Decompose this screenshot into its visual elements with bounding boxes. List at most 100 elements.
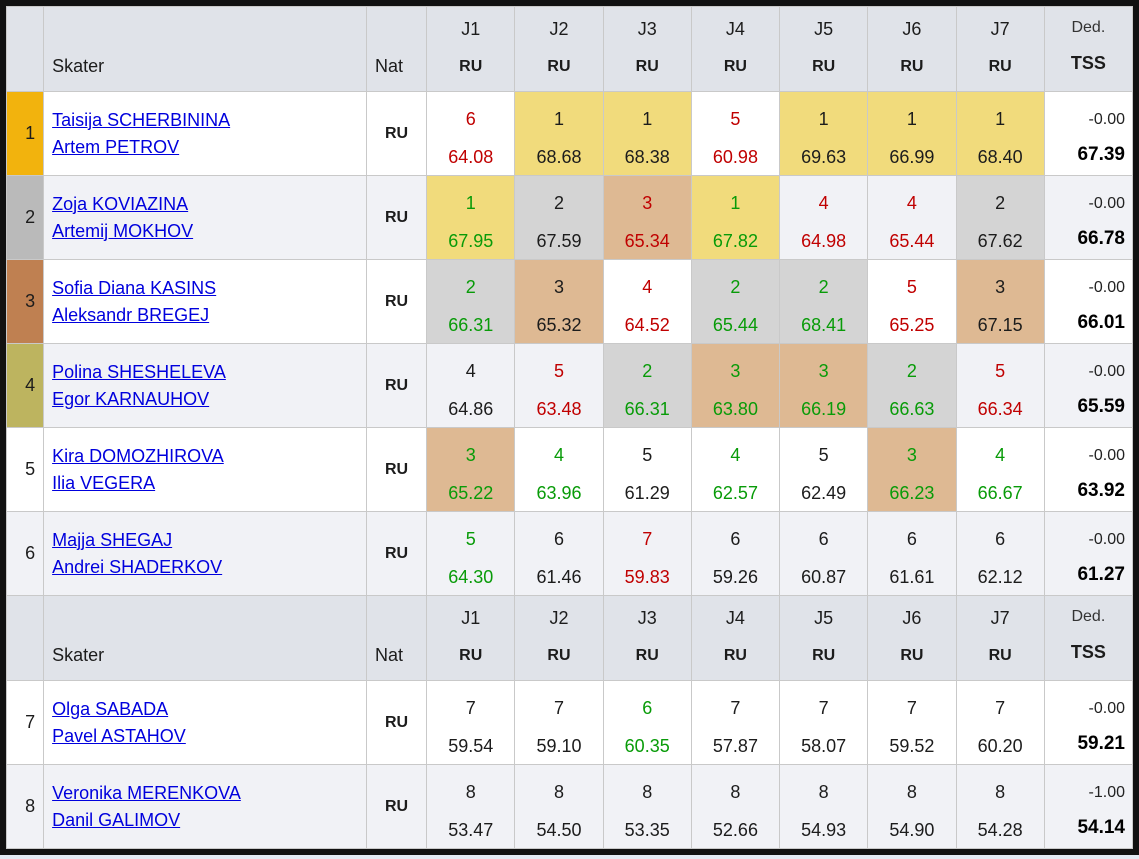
score-value: 59.26 [712,566,758,587]
skater-link-lady[interactable]: Majja SHEGAJ [52,529,173,550]
judge-score-cell: 1 68.38 [602,91,692,176]
judge-nation-label: RU [635,647,659,664]
skater-link-man[interactable]: Artem PETROV [52,136,180,157]
place-value: 1 [818,108,829,129]
judge-nation-label: RU [547,647,571,664]
skater-link-lady[interactable]: Kira DOMOZHIROVA [52,445,224,466]
judge-header: J1 RU [426,6,516,92]
judge-score-cell: 4 64.86 [426,343,516,428]
judge-score-cell: 5 62.49 [779,427,869,512]
skater-link-man[interactable]: Ilia VEGERA [52,472,156,493]
judge-score-cell: 1 67.95 [426,175,516,260]
place-value: 6 [995,528,1006,549]
results-table: Skater Nat J1 RU J2 RU J3 RU J4 RU J5 RU… [5,6,1134,849]
score-value: 67.95 [448,230,494,251]
score-value: 67.82 [712,230,758,251]
place-value: 4 [642,276,653,297]
score-value: 66.34 [977,398,1023,419]
place-value: 7 [642,528,653,549]
tss-value: 54.14 [1077,817,1125,838]
table-row: 8 Veronika MERENKOVA Danil GALIMOV RU 8 … [5,764,1134,849]
place-value: 5 [818,444,829,465]
rank-cell: 7 [5,680,45,765]
skater-link-lady[interactable]: Taisija SCHERBININA [52,109,231,130]
skater-link-man[interactable]: Aleksandr BREGEJ [52,304,210,325]
place-value: 3 [730,360,741,381]
judge-score-cell: 3 63.80 [690,343,781,428]
ded-value: -0.00 [1088,447,1125,464]
skater-cell: Taisija SCHERBININA Artem PETROV [43,91,367,176]
judge-number-label: J2 [549,19,569,39]
skater-link-man[interactable]: Andrei SHADERKOV [52,556,223,577]
judge-score-cell: 1 67.82 [690,175,781,260]
judge-score-cell: 1 68.68 [514,91,604,176]
skater-link-man[interactable]: Artemij MOKHOV [52,220,194,241]
score-value: 62.57 [712,482,758,503]
score-value: 65.34 [624,230,670,251]
skater-link-man[interactable]: Pavel ASTAHOV [52,725,186,746]
ded-value: -0.00 [1088,111,1125,128]
skater-link-lady[interactable]: Olga SABADA [52,698,169,719]
judge-number-label: J3 [637,19,657,39]
ded-value: -0.00 [1088,195,1125,212]
judge-header: J1 RU [426,595,516,681]
judge-score-cell: 1 68.40 [955,91,1045,176]
score-value: 61.46 [536,566,582,587]
judge-score-cell: 8 53.47 [426,764,516,849]
deduction-cell: -0.00 59.21 [1043,680,1134,765]
place-value: 5 [730,108,741,129]
score-value: 63.96 [536,482,582,503]
judge-header: J6 RU [867,6,957,92]
score-value: 66.31 [624,398,670,419]
judge-score-cell: 5 65.25 [867,259,957,344]
score-value: 69.63 [801,146,847,167]
skater-link-man[interactable]: Danil GALIMOV [52,809,181,830]
place-value: 5 [642,444,653,465]
skater-link-lady[interactable]: Polina SHESHELEVA [52,361,226,382]
score-value: 60.98 [712,146,758,167]
rank-cell: 6 [5,511,45,596]
tss-value: 66.78 [1077,228,1125,249]
deduction-cell: -0.00 61.27 [1043,511,1134,596]
judge-nation-label: RU [459,647,483,664]
score-value: 68.38 [624,146,670,167]
table-row: 3 Sofia Diana KASINS Aleksandr BREGEJ RU… [5,259,1134,344]
place-value: 6 [553,528,564,549]
place-value: 1 [465,192,476,213]
nat-cell: RU [365,680,428,765]
score-value: 66.19 [801,398,847,419]
place-value: 5 [995,360,1006,381]
judge-score-cell: 3 66.23 [867,427,957,512]
judge-score-cell: 8 54.50 [514,764,604,849]
judge-header: J6 RU [867,595,957,681]
skater-link-lady[interactable]: Zoja KOVIAZINA [52,193,189,214]
skater-link-man[interactable]: Egor KARNAUHOV [52,388,210,409]
judge-score-cell: 1 69.63 [779,91,869,176]
judge-score-cell: 3 65.32 [514,259,604,344]
score-value: 68.41 [801,314,847,335]
place-value: 2 [553,192,564,213]
place-value: 2 [642,360,653,381]
score-value: 53.35 [624,819,670,840]
score-value: 53.47 [448,819,494,840]
deduction-header: Ded. TSS [1043,6,1134,92]
rank-cell: 2 [5,175,45,260]
place-value: 8 [995,781,1006,802]
score-value: 54.28 [977,819,1023,840]
judge-score-cell: 4 64.98 [779,175,869,260]
skater-link-lady[interactable]: Sofia Diana KASINS [52,277,217,298]
place-value: 7 [465,697,476,718]
judge-number-label: J6 [902,608,922,628]
judge-number-label: J1 [461,19,481,39]
judge-score-cell: 6 64.08 [426,91,516,176]
judge-nation-label: RU [900,58,924,75]
place-value: 6 [906,528,917,549]
skater-link-lady[interactable]: Veronika MERENKOVA [52,782,241,803]
judge-score-cell: 7 59.10 [514,680,604,765]
score-value: 66.23 [889,482,935,503]
place-value: 2 [465,276,476,297]
judge-header: J4 RU [690,6,781,92]
place-value: 2 [730,276,741,297]
judge-score-cell: 4 64.52 [602,259,692,344]
judge-score-cell: 8 54.93 [779,764,869,849]
